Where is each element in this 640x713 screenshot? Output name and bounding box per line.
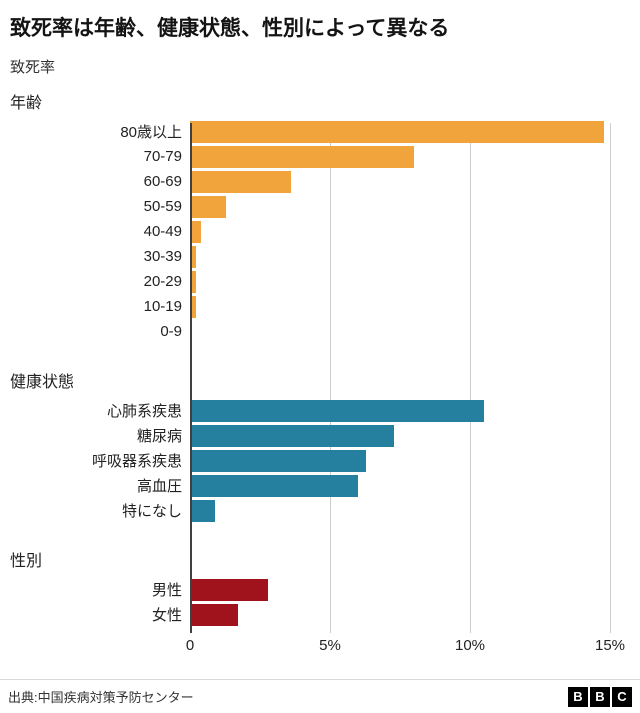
bar xyxy=(190,295,196,318)
bar-label: 女性 xyxy=(151,607,182,624)
bar-row: 心肺系疾患 xyxy=(8,398,630,423)
x-axis-tick: 5% xyxy=(319,637,341,654)
bar xyxy=(190,424,395,447)
gridline xyxy=(610,123,611,633)
bar-track xyxy=(190,474,610,497)
axis-zero-line xyxy=(190,123,192,633)
bar xyxy=(190,449,367,472)
bar-track xyxy=(190,499,610,522)
bar-row: 特になし xyxy=(8,498,630,523)
bar-label: 30-39 xyxy=(143,248,182,265)
section-label: 年齢 xyxy=(10,95,43,112)
bar-label: 心肺系疾患 xyxy=(106,403,182,420)
bar xyxy=(190,399,484,422)
bar-row: 60-69 xyxy=(8,169,630,194)
bar-row: 女性 xyxy=(8,602,630,627)
bbc-logo-letter: B xyxy=(590,686,610,707)
bar xyxy=(190,270,196,293)
bar-label: 男性 xyxy=(151,582,182,599)
bar-row: 50-59 xyxy=(8,194,630,219)
bar xyxy=(190,120,605,143)
bar-track xyxy=(190,449,610,472)
gridline xyxy=(470,123,471,633)
bar xyxy=(190,145,414,168)
bbc-logo: B B C xyxy=(568,686,632,707)
bar-row: 70-79 xyxy=(8,144,630,169)
footer: 出典:中国疾病対策予防センター B B C xyxy=(0,679,640,713)
bar-track xyxy=(190,145,610,168)
bar-track xyxy=(190,270,610,293)
bar-track xyxy=(190,321,610,343)
bar-row: 10-19 xyxy=(8,294,630,319)
bar-track xyxy=(190,603,610,626)
x-axis-tick: 10% xyxy=(454,637,486,654)
bar-row: 30-39 xyxy=(8,244,630,269)
chart-title: 致死率は年齢、健康状態、性別によって異なる xyxy=(10,17,450,40)
bar-track xyxy=(190,245,610,268)
bbc-logo-letter: C xyxy=(612,686,632,707)
bar-row: 0-9 xyxy=(8,319,630,344)
bar-track xyxy=(190,424,610,447)
bar xyxy=(190,220,202,243)
x-axis: 0 5% 10% 15% xyxy=(8,633,630,659)
bar-track xyxy=(190,578,610,601)
bar-label: 60-69 xyxy=(143,173,182,190)
bar-label: 糖尿病 xyxy=(136,428,182,445)
bar-label: 80歳以上 xyxy=(120,124,182,141)
section-label: 性別 xyxy=(10,553,43,570)
bar-track xyxy=(190,120,610,143)
bar-row: 男性 xyxy=(8,577,630,602)
bar-track xyxy=(190,170,610,193)
bar xyxy=(190,578,269,601)
bar xyxy=(190,603,238,626)
bar xyxy=(190,245,196,268)
chart-section-2: 性別男性女性 xyxy=(8,547,630,627)
bar-label: 10-19 xyxy=(143,298,182,315)
x-axis-tick: 15% xyxy=(594,637,626,654)
section-label: 健康状態 xyxy=(10,374,75,391)
gridline xyxy=(330,123,331,633)
bar xyxy=(190,499,216,522)
bar-track xyxy=(190,195,610,218)
bar-label: 0-9 xyxy=(160,323,182,340)
bar xyxy=(190,195,227,218)
bar-label: 70-79 xyxy=(143,148,182,165)
chart-section-0: 年齢 80歳以上 70-79 60-69 50-59 40-49 30-39 20-29 10-… xyxy=(8,89,630,344)
bar xyxy=(190,170,291,193)
bar-label: 特になし xyxy=(121,503,182,520)
bar-label: 20-29 xyxy=(143,273,182,290)
x-axis-tick: 0 xyxy=(185,637,195,654)
bar-track xyxy=(190,399,610,422)
bar-row: 80歳以上 xyxy=(8,119,630,144)
bar-row: 高血圧 xyxy=(8,473,630,498)
bar-track xyxy=(190,295,610,318)
bar-row: 糖尿病 xyxy=(8,423,630,448)
bar-label: 40-49 xyxy=(143,223,182,240)
bar-track xyxy=(190,220,610,243)
chart-subtitle: 致死率 xyxy=(10,59,56,76)
bar-row: 40-49 xyxy=(8,219,630,244)
bar-row: 呼吸器系疾患 xyxy=(8,448,630,473)
chart-section-1: 健康状態心肺系疾患糖尿病呼吸器系疾患高血圧特になし xyxy=(8,368,630,523)
chart-sections: 年齢 80歳以上 70-79 60-69 50-59 40-49 30-39 20-29 10-… xyxy=(8,89,630,627)
source-text: 出典:中国疾病対策予防センター xyxy=(8,690,194,705)
bar xyxy=(190,474,358,497)
chart-area: 年齢 80歳以上 70-79 60-69 50-59 40-49 30-39 20-29 10-… xyxy=(8,89,630,659)
bar-label: 50-59 xyxy=(143,198,182,215)
bar-row: 20-29 xyxy=(8,269,630,294)
bar-label: 呼吸器系疾患 xyxy=(91,453,182,470)
bar-label: 高血圧 xyxy=(136,478,182,495)
bbc-logo-letter: B xyxy=(568,686,588,707)
